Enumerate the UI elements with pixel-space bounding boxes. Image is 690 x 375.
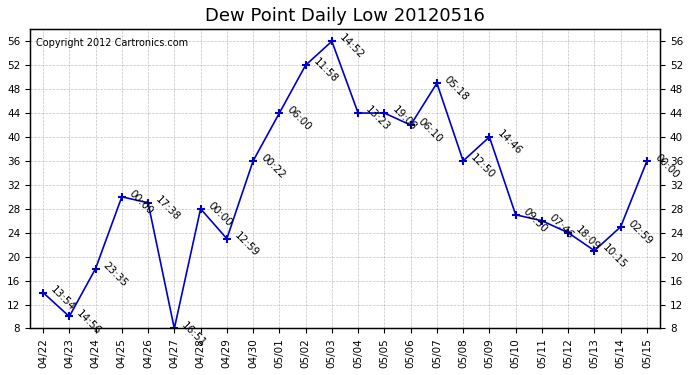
- Text: 11:58: 11:58: [311, 57, 339, 85]
- Text: 00:22: 00:22: [259, 153, 287, 181]
- Text: 10:15: 10:15: [600, 242, 629, 270]
- Text: 00:00: 00:00: [128, 188, 155, 216]
- Title: Dew Point Daily Low 20120516: Dew Point Daily Low 20120516: [205, 7, 485, 25]
- Text: 02:59: 02:59: [627, 218, 655, 247]
- Text: 07:46: 07:46: [547, 212, 575, 241]
- Text: 09:30: 09:30: [521, 206, 549, 234]
- Text: 16:51: 16:51: [180, 320, 208, 348]
- Text: 12:50: 12:50: [469, 153, 497, 181]
- Text: 14:46: 14:46: [495, 129, 523, 157]
- Text: 17:38: 17:38: [154, 194, 182, 223]
- Text: 12:59: 12:59: [233, 230, 261, 259]
- Text: 14:52: 14:52: [337, 33, 366, 61]
- Text: 00:00: 00:00: [653, 153, 680, 180]
- Text: 06:10: 06:10: [416, 117, 444, 145]
- Text: 14:56: 14:56: [75, 308, 104, 336]
- Text: 06:00: 06:00: [285, 105, 313, 133]
- Text: 05:18: 05:18: [442, 75, 471, 103]
- Text: 13:54: 13:54: [48, 284, 77, 312]
- Text: 00:00: 00:00: [206, 200, 234, 228]
- Text: 19:08: 19:08: [390, 105, 418, 133]
- Text: 18:09: 18:09: [573, 224, 602, 253]
- Text: Copyright 2012 Cartronics.com: Copyright 2012 Cartronics.com: [36, 38, 188, 48]
- Text: 23:35: 23:35: [101, 260, 130, 288]
- Text: 13:23: 13:23: [364, 105, 392, 133]
